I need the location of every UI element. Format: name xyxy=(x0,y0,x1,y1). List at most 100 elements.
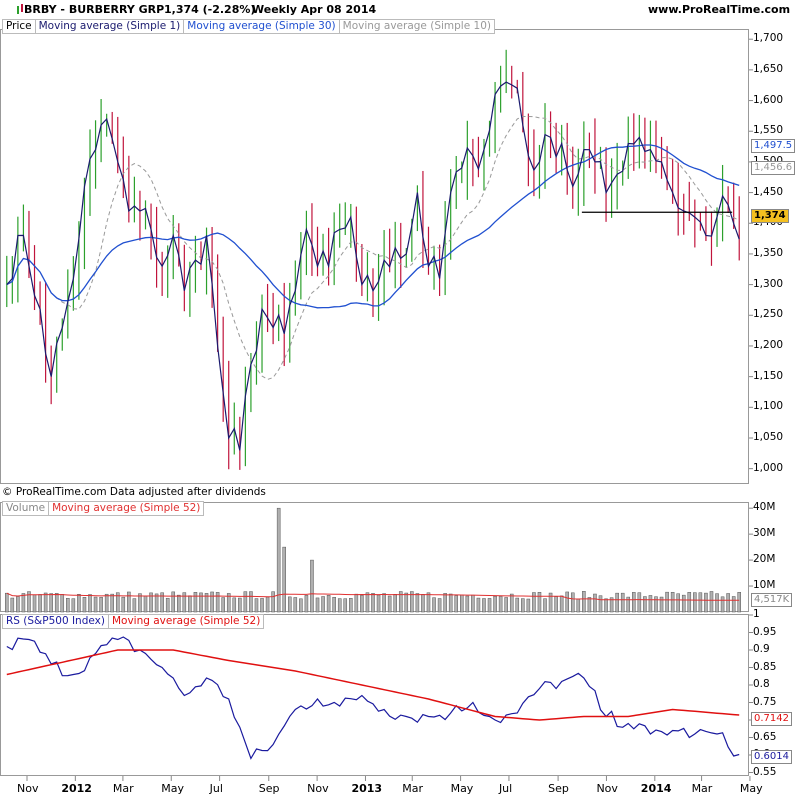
price-y-tick-label: 1,650 xyxy=(753,62,784,75)
volume-bar xyxy=(127,591,131,613)
volume-bar xyxy=(193,592,198,613)
legend-rs-ma[interactable]: Moving average (Simple 52) xyxy=(107,614,265,629)
volume-bar xyxy=(121,596,126,613)
legend-rs[interactable]: RS (S&P500 Index) xyxy=(2,614,109,629)
price-y-tick-label: 1,000 xyxy=(753,461,784,474)
x-tick-label: Jul xyxy=(209,782,223,795)
volume-bar xyxy=(709,591,714,613)
volume-bar xyxy=(32,594,37,613)
volume-bar xyxy=(349,598,353,613)
volume-bar xyxy=(432,597,436,613)
volume-bar xyxy=(115,592,120,613)
volume-bar xyxy=(276,507,281,613)
volume-bar xyxy=(282,546,286,613)
rs-y-tick-label: 0.75 xyxy=(753,695,777,708)
legend-ma1[interactable]: Moving average (Simple 1) xyxy=(34,19,185,34)
rs-y-tick-label: 0.9 xyxy=(753,643,770,655)
x-tick-label: May xyxy=(739,782,763,795)
volume-bar xyxy=(254,598,259,613)
legend-volume-ma[interactable]: Moving average (Simple 52) xyxy=(48,501,205,516)
price-y-tick-label: 1,100 xyxy=(753,400,784,413)
volume-bar xyxy=(637,592,642,613)
volume-bar xyxy=(720,596,725,613)
volume-bar xyxy=(493,596,497,613)
ma30-value-badge: 1,497.5 xyxy=(751,139,796,153)
volume-bar xyxy=(226,593,231,613)
close-line xyxy=(6,81,740,451)
volume-bar xyxy=(371,593,375,613)
volume-bar xyxy=(315,597,320,613)
volume-bar xyxy=(487,598,492,613)
volume-bar xyxy=(215,592,220,613)
volume-bar xyxy=(626,596,631,613)
rs-ma-badge: 0.7142 xyxy=(751,712,792,726)
rs-y-tick-label: 0.55 xyxy=(753,765,777,778)
volume-bar xyxy=(304,595,309,613)
volume-bar xyxy=(504,597,508,613)
volume-bar xyxy=(593,593,597,613)
period-date: Weekly Apr 08 2014 xyxy=(252,3,377,16)
x-tick-label: 2014 xyxy=(640,782,672,795)
volume-bar xyxy=(737,592,742,613)
price-y-tick-label: 1,350 xyxy=(753,246,784,259)
rs-y-tick-label: 0.8 xyxy=(753,678,770,690)
price-y-tick-label: 1,150 xyxy=(753,369,784,382)
volume-bar xyxy=(620,592,625,613)
volume-bar xyxy=(232,597,237,613)
x-tick-label: 2012 xyxy=(61,782,92,795)
panel-frame xyxy=(0,29,749,484)
volume-bar xyxy=(659,596,664,613)
volume-bar xyxy=(482,598,486,613)
rs-ma-line xyxy=(6,649,740,721)
price-y-tick-label: 1,250 xyxy=(753,308,784,321)
volume-bar xyxy=(543,598,547,613)
volume-bar xyxy=(559,595,564,613)
volume-bar xyxy=(49,593,53,613)
rs-value-badge: 0.6014 xyxy=(751,750,792,764)
volume-ma-badge: 4,517K xyxy=(751,593,793,607)
rs-y-tick-label: 0.85 xyxy=(753,660,777,673)
volume-legend: Volume Moving average (Simple 52) xyxy=(2,501,205,516)
legend-price[interactable]: Price xyxy=(2,19,36,34)
volume-bar xyxy=(38,594,42,613)
volume-bar xyxy=(249,591,253,613)
volume-bar xyxy=(731,596,736,613)
price-legend: Price Moving average (Simple 1) Moving a… xyxy=(2,19,495,34)
volume-bar xyxy=(310,559,314,613)
volume-bar xyxy=(271,591,275,613)
volume-y-tick-label: 10M xyxy=(753,579,776,592)
x-tick-label: 2013 xyxy=(351,782,383,795)
volume-bar xyxy=(16,596,20,613)
volume-bar xyxy=(104,593,109,613)
x-tick-label: Mar xyxy=(691,782,713,795)
legend-ma10[interactable]: Moving average (Simple 10) xyxy=(338,19,495,34)
panel-frame xyxy=(0,614,749,776)
volume-bar xyxy=(404,592,409,613)
volume-bar xyxy=(354,593,359,613)
x-tick-label: Jul xyxy=(498,782,513,795)
price-y-tick-label: 1,300 xyxy=(753,277,784,290)
volume-bar xyxy=(93,596,98,613)
volume-bar xyxy=(570,592,575,613)
site-name: www.ProRealTime.com xyxy=(648,3,791,16)
legend-volume[interactable]: Volume xyxy=(2,501,50,516)
volume-bar xyxy=(587,597,592,613)
volume-bar xyxy=(71,598,76,613)
volume-bar xyxy=(410,591,414,613)
volume-bar xyxy=(654,596,658,613)
rs-y-tick-label: 1 xyxy=(753,608,760,620)
symbol-title: BRBY - BURBERRY GRP xyxy=(24,3,165,16)
volume-bar xyxy=(337,598,342,613)
volume-bar xyxy=(360,595,364,613)
volume-bar xyxy=(238,597,242,613)
volume-ma-line xyxy=(6,592,740,601)
volume-bar xyxy=(387,595,392,613)
volume-bar xyxy=(149,592,153,613)
legend-ma30[interactable]: Moving average (Simple 30) xyxy=(183,19,340,34)
volume-bar xyxy=(632,592,636,613)
volume-bar xyxy=(648,595,653,613)
volume-bar xyxy=(687,592,692,613)
volume-y-tick-label: 40M xyxy=(753,501,776,514)
volume-bar xyxy=(665,591,669,613)
volume-bar xyxy=(454,595,459,613)
